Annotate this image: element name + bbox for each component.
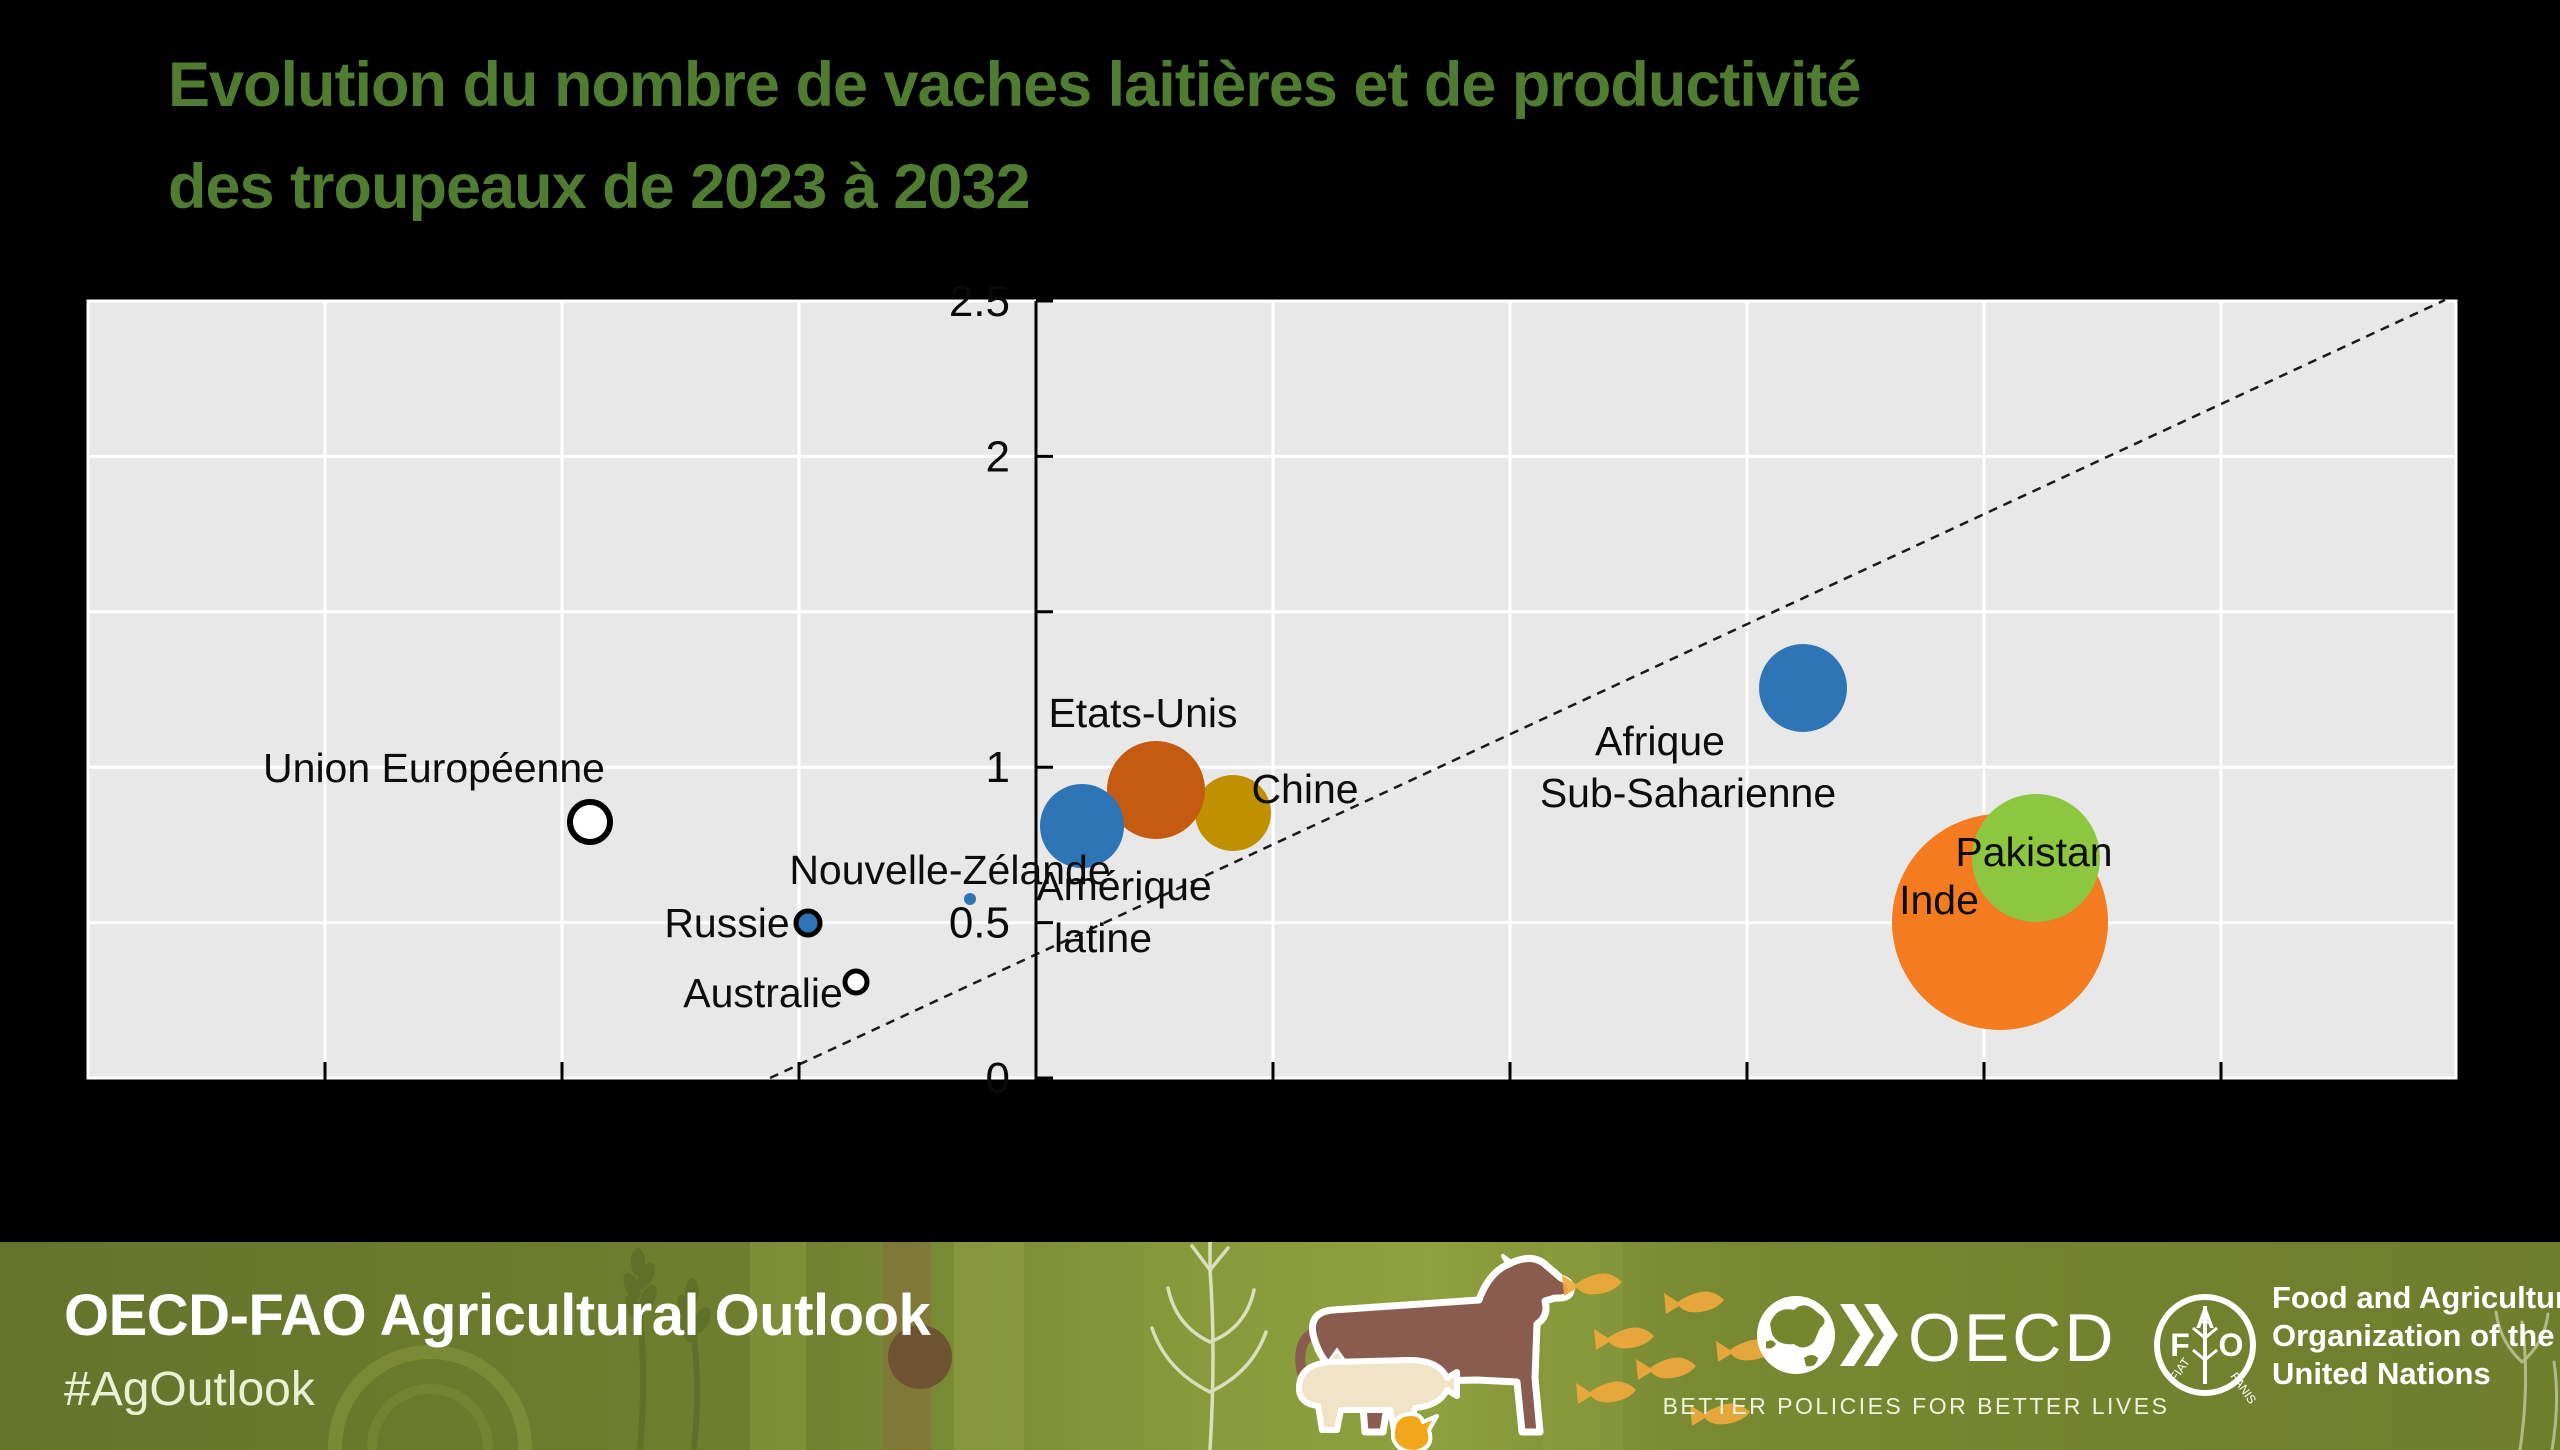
ring-decor: [328, 1345, 532, 1450]
cow-icon: [1295, 1254, 1575, 1450]
fao-line-1: Food and Agriculture: [2272, 1280, 2560, 1315]
y-tick-label: 1: [986, 743, 1010, 792]
corn-plant-icon: [1150, 1242, 1268, 1450]
y-tick-label: 2: [986, 432, 1010, 481]
seed-circle-decor: [888, 1325, 952, 1389]
bubble-label-chine: Chine: [1251, 766, 1358, 812]
bubble-chine: [1195, 775, 1271, 851]
bubble-pakistan: [1972, 794, 2100, 922]
fao-text-block: Food and Agriculture Organization of the…: [2272, 1280, 2560, 1391]
bubble-russie: [793, 908, 823, 938]
bubble-label-union-europeenne: Union Européenne: [263, 745, 605, 791]
bubble-label-pakistan: Pakistan: [1955, 829, 2112, 875]
bubble-label-russie: Russie: [664, 900, 789, 946]
pig-body: [1296, 1357, 1460, 1433]
fao-letter-f: F: [2170, 1327, 2190, 1363]
y-tick-label: 0: [986, 1054, 1010, 1103]
footer-hashtag: #AgOutlook: [64, 1363, 315, 1416]
chart-title-line2: des troupeaux de 2023 à 2032: [168, 152, 1030, 222]
bubble-label-nouvelle-zelande: Nouvelle-Zélande: [789, 847, 1110, 893]
pig-icon: [1296, 1347, 1460, 1433]
fao-letter-a: A: [2196, 1304, 2215, 1334]
bubble-afrique-sub-saharienne: [1759, 644, 1847, 732]
sprig-icon: [2494, 1310, 2559, 1450]
chart-title-line1: Evolution du nombre de vaches laitières …: [168, 50, 1861, 120]
bubble-amerique-latine: [1040, 784, 1124, 868]
bubble-nouvelle-zelande: [964, 893, 976, 905]
footer-background: [0, 1242, 2560, 1450]
y-tick-label: 0.5: [949, 899, 1010, 948]
bubble-label-afrique-sub-saharienne: Afrique: [1595, 718, 1725, 764]
fao-line-3: United Nations: [2272, 1356, 2491, 1391]
footer-brand: OECD-FAO Agricultural Outlook: [64, 1283, 931, 1348]
fao-line-2: Organization of the: [2272, 1318, 2554, 1353]
chicken-icon: [1391, 1412, 1439, 1450]
bubble-australie: [842, 968, 870, 996]
oecd-tagline: BETTER POLICIES FOR BETTER LIVES: [1663, 1393, 2170, 1419]
reference-line: [769, 298, 2446, 1080]
bubble-label-etats-unis: Etats-Unis: [1048, 690, 1237, 736]
wheat-icon: [623, 1248, 711, 1450]
chevrons-icon: [1840, 1304, 1874, 1366]
fao-letter-o: O: [2219, 1327, 2244, 1363]
y-tick-label: 2.5: [949, 277, 1010, 326]
footer-banner: OECD BETTER POLICIES FOR BETTER LIVES F …: [0, 1242, 2560, 1450]
bubble-label-australie: Australie: [683, 970, 843, 1016]
footer-decor: OECD BETTER POLICIES FOR BETTER LIVES F …: [0, 1242, 2560, 1450]
bubble-label-afrique-sub-saharienne: Sub-Saharienne: [1540, 770, 1836, 816]
bubble-union-europeenne: [567, 799, 613, 845]
chart-title: Evolution du nombre de vaches laitières …: [168, 34, 1861, 238]
oecd-logo: OECD BETTER POLICIES FOR BETTER LIVES: [1663, 1296, 2170, 1419]
bubble-label-inde: Inde: [1899, 877, 1979, 923]
bubble-etats-unis: [1107, 741, 1205, 839]
bubble-label-amerique-latine: Amérique: [1036, 863, 1211, 909]
footer-decorations: [328, 1242, 1623, 1450]
bubble-label-amerique-latine: latine: [1054, 915, 1152, 961]
oecd-wordmark: OECD: [1908, 1300, 2116, 1376]
